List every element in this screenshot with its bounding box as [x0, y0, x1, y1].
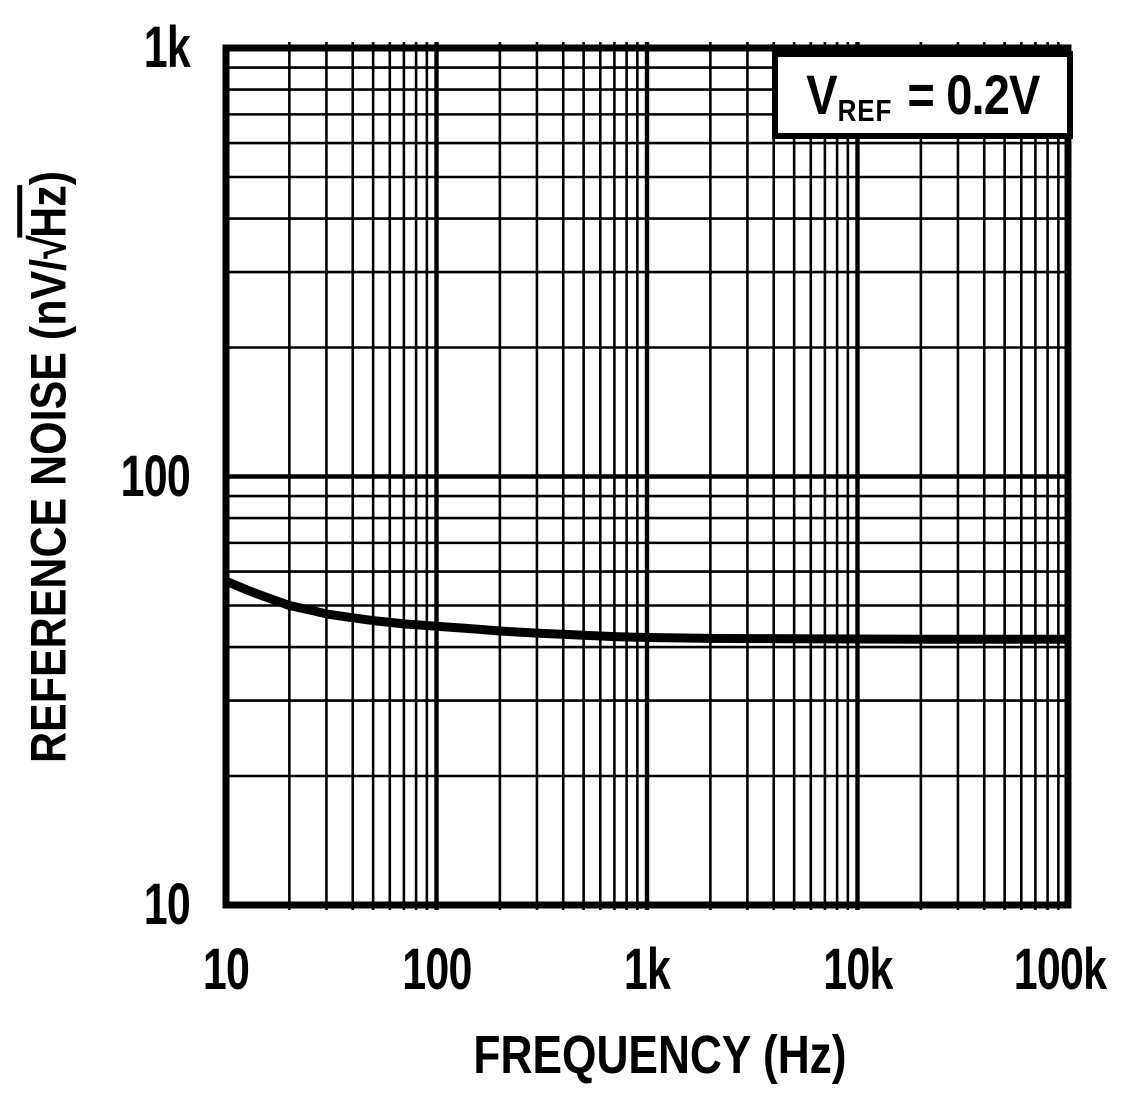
reference-noise-curve: [224, 576, 1068, 644]
y-tick-text: 1k: [143, 15, 191, 80]
x-tick-text: 10k: [822, 937, 893, 1002]
y-tick-label-100: 100: [96, 443, 191, 509]
vref-subscript: REF: [837, 93, 892, 128]
x-tick-text: 100: [401, 937, 472, 1002]
x-tick-label-100: 100: [390, 941, 484, 999]
x-axis-label: FREQUENCY (Hz): [432, 1028, 887, 1082]
vref-annotation-box: V REF = 0.2V: [772, 51, 1073, 139]
vref-annotation-text: V REF = 0.2V: [805, 63, 1040, 128]
y-tick-text: 10: [143, 872, 191, 937]
y-axis-label-close: ): [20, 170, 77, 186]
x-tick-text: 100k: [1013, 937, 1107, 1002]
y-axis-label: REFERENCE NOISE (nV/√Hz): [17, 170, 77, 764]
x-axis-label-text: FREQUENCY (Hz): [473, 1025, 847, 1085]
x-tick-text: 10: [202, 937, 250, 1002]
x-tick-label-10k: 10k: [811, 941, 905, 999]
y-tick-text: 100: [120, 443, 191, 509]
vref-variable: V: [805, 63, 838, 126]
plot-border: [222, 44, 1072, 909]
vref-value: = 0.2V: [906, 63, 1040, 126]
y-axis-label-text: REFERENCE NOISE (nV/: [20, 258, 77, 764]
x-tick-label-1k: 1k: [616, 941, 679, 999]
x-tick-text: 1k: [623, 937, 671, 1002]
sqrt-radicand: Hz: [17, 185, 76, 238]
y-tick-label-10: 10: [127, 872, 191, 937]
sqrt-radical-symbol: √: [20, 235, 77, 259]
x-tick-label-100k: 100k: [997, 941, 1121, 999]
x-tick-label-10: 10: [195, 941, 258, 999]
y-tick-label-1k: 1k: [127, 15, 191, 80]
